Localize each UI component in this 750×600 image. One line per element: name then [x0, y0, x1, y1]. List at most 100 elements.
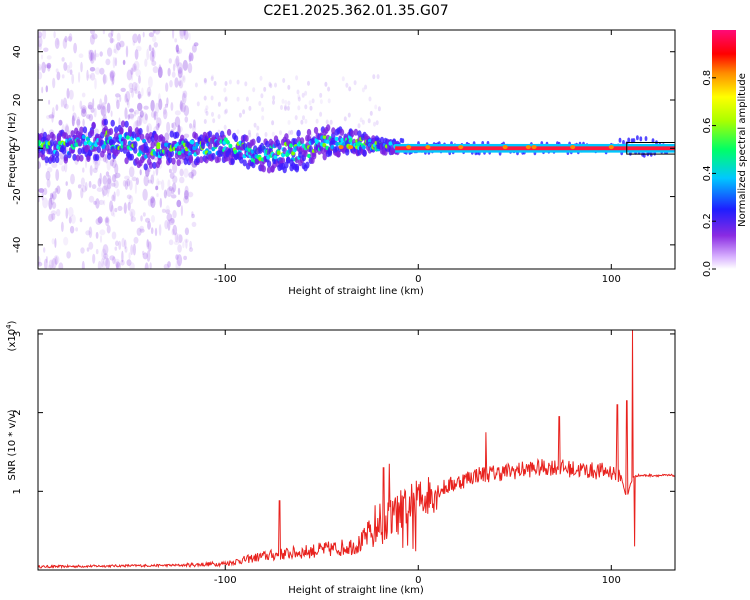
noise-speck [290, 129, 294, 135]
band-blob [651, 138, 655, 144]
noise-speck [368, 96, 372, 102]
band-blob [618, 137, 622, 143]
band-blob [41, 153, 46, 161]
noise-speck [38, 31, 43, 38]
noise-speck [47, 264, 53, 269]
noise-speck [184, 185, 189, 197]
noise-speck [72, 112, 77, 121]
noise-speck [210, 76, 214, 82]
noise-speck [92, 253, 96, 264]
spectrogram-core-layer [338, 141, 675, 155]
band-blob [256, 136, 261, 144]
snr-x-ticks: -100 0 100 [214, 330, 621, 586]
band-highlight [101, 144, 106, 150]
band-blob [242, 159, 247, 167]
noise-speck [137, 33, 141, 44]
noise-speck [95, 231, 99, 239]
noise-speck [135, 119, 139, 128]
noise-speck [88, 195, 95, 203]
noise-speck [282, 78, 286, 83]
noise-speck [94, 67, 101, 75]
band-blob [216, 155, 221, 163]
noise-speck [244, 81, 248, 87]
band-blob [152, 161, 157, 169]
noise-speck [139, 228, 145, 233]
noise-speck [177, 126, 183, 133]
noise-speck [100, 258, 104, 267]
band-blob [313, 126, 319, 134]
noise-speck [142, 252, 148, 260]
noise-speck [66, 88, 70, 99]
band-blob [353, 128, 359, 136]
noise-speck [153, 111, 159, 120]
noise-speck [38, 261, 43, 267]
noise-speck [113, 48, 117, 54]
band-highlight [143, 154, 148, 159]
noise-speck [80, 108, 87, 118]
noise-speck [148, 76, 153, 88]
noise-speck [228, 79, 232, 85]
noise-speck [110, 30, 114, 38]
noise-speck [184, 227, 189, 236]
noise-speck [163, 106, 167, 115]
noise-speck [172, 175, 178, 184]
noise-speck [327, 98, 331, 104]
noise-speck [163, 189, 167, 199]
noise-speck [284, 106, 287, 112]
noise-speck [66, 64, 71, 74]
noise-speck [81, 107, 87, 114]
noise-speck [287, 120, 291, 125]
noise-speck [168, 186, 173, 192]
band-blob [133, 141, 138, 149]
noise-speck [268, 81, 272, 87]
noise-speck [137, 115, 142, 127]
noise-speck [86, 114, 91, 119]
line-hotspot [348, 145, 354, 150]
band-blob [286, 156, 291, 164]
noise-speck [99, 155, 105, 161]
band-blob [107, 152, 112, 160]
noise-speck [169, 172, 175, 180]
noise-speck [126, 69, 133, 81]
noise-speck [182, 241, 185, 249]
noise-speck [130, 211, 133, 223]
noise-speck [166, 121, 171, 133]
noise-speck [183, 133, 190, 138]
noise-speck [176, 199, 182, 208]
noise-speck [151, 47, 155, 58]
band-highlight [307, 153, 311, 159]
noise-speck [120, 87, 126, 92]
band-blob [119, 126, 124, 134]
noise-speck [142, 188, 148, 201]
noise-speck [224, 108, 228, 114]
spectrogram-panel: -100 0 100 -40 -20 0 20 40 Height of straight … [7, 29, 676, 297]
noise-speck [126, 178, 131, 187]
noise-speck [106, 160, 111, 171]
band-highlight [190, 140, 195, 145]
noise-speck [80, 105, 87, 113]
noise-speck [105, 58, 111, 66]
noise-speck [155, 102, 160, 114]
noise-speck [182, 75, 186, 83]
band-blob [124, 120, 129, 128]
noise-speck [308, 100, 312, 106]
noise-speck [109, 159, 114, 167]
band-blob [195, 148, 200, 156]
noise-speck [185, 239, 188, 249]
band-blob [298, 151, 303, 159]
band-blob [75, 154, 81, 162]
noise-speck [152, 30, 156, 34]
noise-speck [151, 47, 155, 57]
noise-speck [116, 263, 119, 269]
noise-speck [114, 57, 118, 67]
band-blob [312, 152, 317, 160]
noise-speck [136, 120, 141, 127]
noise-speck [56, 185, 61, 195]
noise-speck [118, 240, 122, 250]
noise-speck [261, 115, 265, 121]
noise-speck [113, 180, 119, 189]
noise-speck [153, 42, 158, 48]
noise-speck [168, 239, 174, 246]
band-blob [42, 131, 48, 139]
noise-speck [148, 91, 151, 96]
